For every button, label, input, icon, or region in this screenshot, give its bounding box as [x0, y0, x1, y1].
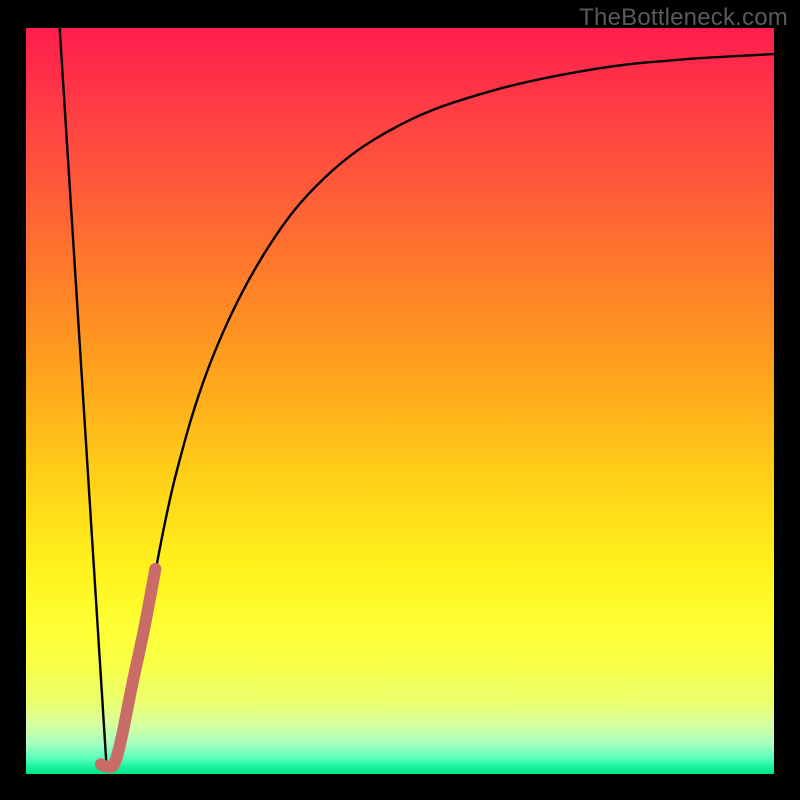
figure-container: TheBottleneck.com: [0, 0, 800, 800]
plot-area: [26, 28, 774, 774]
plot-svg: [26, 28, 774, 774]
